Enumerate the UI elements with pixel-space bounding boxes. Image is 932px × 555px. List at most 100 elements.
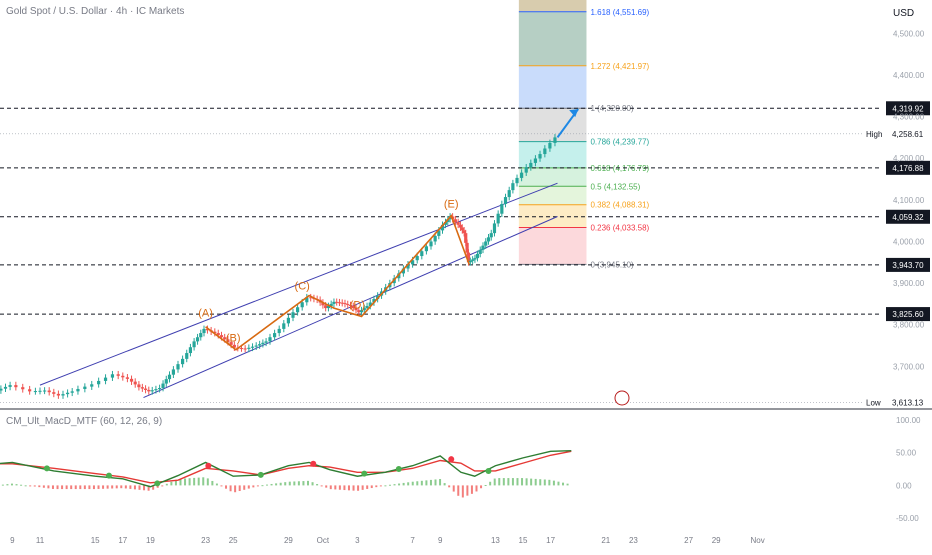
candle-body [424,246,428,252]
fib-level-label: 0.786 (4,239.77) [590,138,649,147]
macd-histogram-bar [184,478,187,486]
candle-body [239,348,244,350]
candle-body [481,245,485,250]
macd-histogram-bar [33,485,36,487]
wave-label: (E) [444,199,459,211]
candle-body [243,348,247,350]
macd-histogram-bar [179,478,182,486]
candle-body [282,323,286,329]
fib-level-label: 0.382 (4,088.31) [590,201,649,210]
candle-body [348,305,353,307]
candle-body [150,390,154,392]
macd-histogram-bar [83,485,86,490]
candle-body [21,387,25,390]
candle-body [205,328,210,331]
macd-histogram-bar [493,478,496,486]
macd-histogram-bar [343,485,346,491]
macd-histogram-bar [347,485,350,491]
candle-body [401,268,405,274]
level-price-badge [886,307,930,322]
candle-body [154,389,158,391]
macd-histogram-bar [448,485,451,488]
candle-body [538,154,542,159]
candle-body [359,310,364,313]
macd-histogram-bar [302,481,305,486]
candle-body [548,142,552,149]
macd-histogram-bar [188,478,191,486]
candle-body [66,392,70,395]
macd-histogram-bar [338,485,341,490]
macd-histogram-bar [102,485,105,489]
candle-body [478,249,482,254]
macd-histogram-bar [562,482,565,486]
candle-body [158,388,162,390]
candle-body [83,386,87,389]
macd-histogram-bar [325,485,328,488]
candle-body [520,172,524,178]
candle-body [273,333,277,338]
macd-histogram-bar [65,485,68,490]
macd-cross-dot [395,466,402,473]
price-axis-tick: 3,800.00 [893,321,925,330]
macd-histogram-bar [443,483,446,486]
candle-body [471,259,475,261]
candle-body [489,233,493,238]
wave-label: (A) [198,308,213,320]
candle-body [291,312,295,318]
candle-body [286,317,290,324]
projection-arrow-head [569,109,579,118]
x-axis-tick: 15 [91,536,100,545]
macd-histogram-bar [133,485,136,490]
x-axis-tick: 13 [491,536,500,545]
x-axis-tick: 9 [438,536,443,545]
candle-body [492,223,497,234]
macd-histogram-bar [416,481,419,486]
x-axis-tick: 15 [519,536,528,545]
macd-histogram-bar [297,481,300,486]
candle-body [372,299,376,303]
candle-body [458,224,463,228]
macd-histogram-bar [357,485,360,491]
macd-histogram-bar [74,485,77,490]
candle-body [411,260,415,265]
candle-body [61,394,65,396]
candle-body [171,369,175,375]
candle-body [38,390,42,392]
macd-histogram-bar [79,485,82,490]
macd-histogram-bar [502,478,505,486]
macd-histogram-bar [279,482,282,486]
candle-body [28,389,32,392]
candle-body [503,197,508,204]
macd-histogram-bar [170,481,173,486]
currency-label: USD [893,8,915,19]
candle-body [261,342,265,345]
macd-histogram-bar [266,484,269,486]
price-axis-tick: 4,500.00 [893,29,925,38]
macd-histogram-bar [457,485,460,496]
candle-body [533,158,538,163]
candle-body [47,390,51,393]
candle-body [140,387,144,389]
candle-body [300,302,304,308]
macd-cross-dot [205,462,212,469]
fib-level-label: 0.236 (4,033.58) [590,223,649,232]
macd-histogram-bar [92,485,95,490]
level-price-label: 3,943.70 [892,261,924,270]
candle-body [192,341,196,348]
price-axis-tick: 3,700.00 [893,362,925,371]
candle-body [475,253,480,259]
macd-histogram-bar [70,485,73,490]
candle-body [464,233,468,243]
price-axis-tick: 4,400.00 [893,71,925,80]
macd-histogram-bar [507,478,510,486]
x-axis-tick: 9 [10,536,15,545]
macd-histogram-bar [161,485,164,487]
candle-body [511,183,515,191]
candle-body [397,273,401,279]
macd-histogram-bar [111,485,114,489]
macd-histogram-bar [165,483,168,486]
candle-body [332,301,336,304]
candle-body [406,264,410,269]
candle-body [296,307,300,313]
candle-body [195,337,200,342]
